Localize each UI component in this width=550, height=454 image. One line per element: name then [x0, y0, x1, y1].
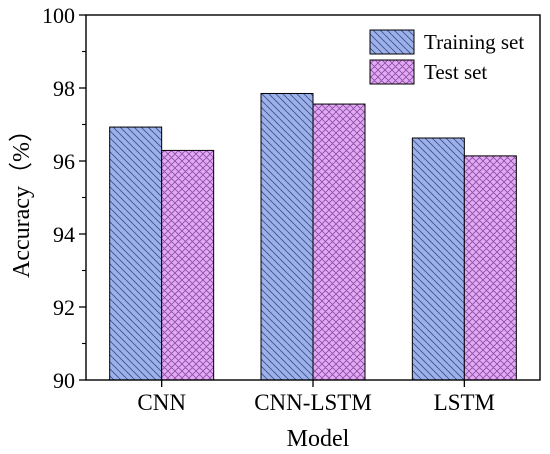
x-tick-label: LSTM [434, 390, 495, 415]
legend-swatch-training-set [369, 29, 415, 55]
axes: CNN CNN-LSTM LSTM 90 92 94 96 98 100 [42, 3, 541, 415]
bar-cnn-training-set [109, 126, 163, 381]
bar-lstm-test-set [463, 155, 517, 381]
bar-cnn-test-set [161, 149, 215, 381]
y-axis-title: Accuracy（%） [9, 118, 35, 278]
x-tick-label: CNN-LSTM [254, 390, 372, 415]
y-tick-label: 96 [53, 149, 75, 174]
y-tick-label: 100 [42, 3, 75, 28]
legend: Training set Test set [369, 29, 524, 85]
legend-swatch-test-set [369, 59, 415, 85]
bars [109, 92, 517, 381]
bar-lstm-training-set [411, 137, 465, 381]
legend-label: Training set [424, 30, 524, 54]
bar-cnn-lstm-test-set [312, 103, 366, 381]
y-tick-label: 92 [53, 295, 75, 320]
y-tick-label: 98 [53, 76, 75, 101]
x-tick-label: CNN [137, 390, 186, 415]
x-axis-title: Model [287, 426, 350, 452]
y-tick-label: 94 [53, 222, 75, 247]
legend-label: Test set [424, 60, 487, 84]
y-tick-label: 90 [53, 368, 75, 393]
bar-cnn-lstm-training-set [260, 92, 314, 381]
